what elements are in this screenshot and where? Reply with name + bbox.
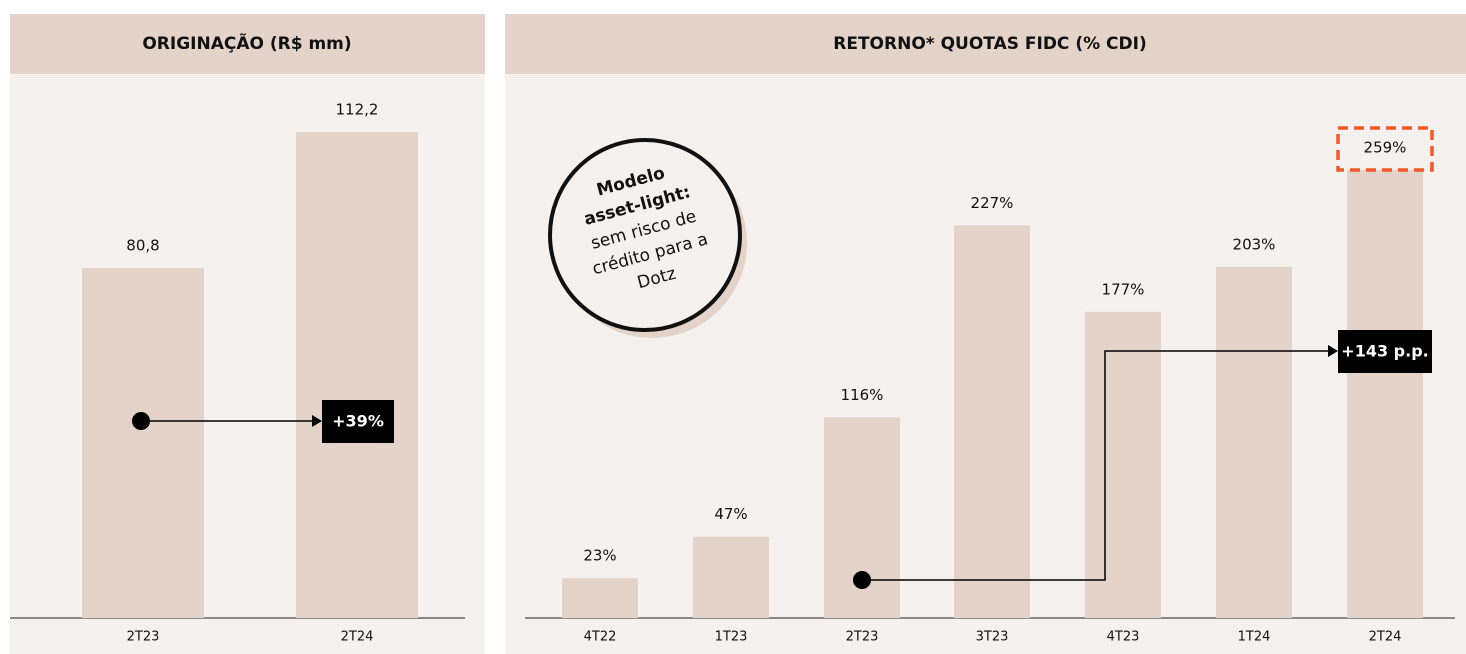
arrow-line: [862, 350, 1328, 581]
bar: [562, 578, 638, 618]
value-label: 112,2: [336, 101, 379, 119]
x-tick-label: 2T24: [341, 630, 374, 645]
annotation: +143 p.p.: [1341, 342, 1428, 361]
chart-title: ORIGINAÇÃO (R$ mm): [142, 31, 351, 54]
x-tick-label: 2T24: [1369, 630, 1402, 645]
value-label: 203%: [1233, 235, 1276, 253]
x-tick-label: 4T22: [584, 630, 617, 645]
x-tick-label: 1T23: [715, 630, 748, 645]
arrow-head: [1328, 345, 1338, 357]
x-tick-label: 2T23: [846, 630, 879, 645]
value-label: 47%: [714, 505, 747, 523]
value-label: 116%: [841, 386, 884, 404]
x-tick-label: 1T24: [1238, 630, 1271, 645]
x-tick-label: 4T23: [1107, 630, 1140, 645]
x-tick-label: 3T23: [976, 630, 1009, 645]
bar: [1216, 266, 1292, 618]
panel-header: [10, 14, 485, 74]
x-tick-label: 2T23: [127, 630, 160, 645]
bar: [1085, 311, 1161, 618]
annotation: +39%: [332, 412, 384, 431]
value-label: 80,8: [126, 237, 159, 255]
value-label: 177%: [1102, 280, 1145, 298]
callout-circle: [548, 138, 742, 332]
arrow-head: [312, 415, 322, 427]
highlight-box: [1336, 126, 1434, 172]
bar: [954, 225, 1030, 618]
annotation-box: [1338, 330, 1432, 373]
bar: [693, 536, 769, 618]
bar: [1347, 170, 1423, 618]
value-label: 23%: [583, 547, 616, 565]
bar: [296, 132, 418, 618]
value-label: 227%: [971, 194, 1014, 212]
bar: [82, 268, 204, 618]
annotation-box: [322, 400, 394, 443]
chart-title: RETORNO* QUOTAS FIDC (% CDI): [833, 34, 1146, 54]
value-label: 259%: [1364, 139, 1407, 157]
panel-header: [505, 14, 1466, 74]
